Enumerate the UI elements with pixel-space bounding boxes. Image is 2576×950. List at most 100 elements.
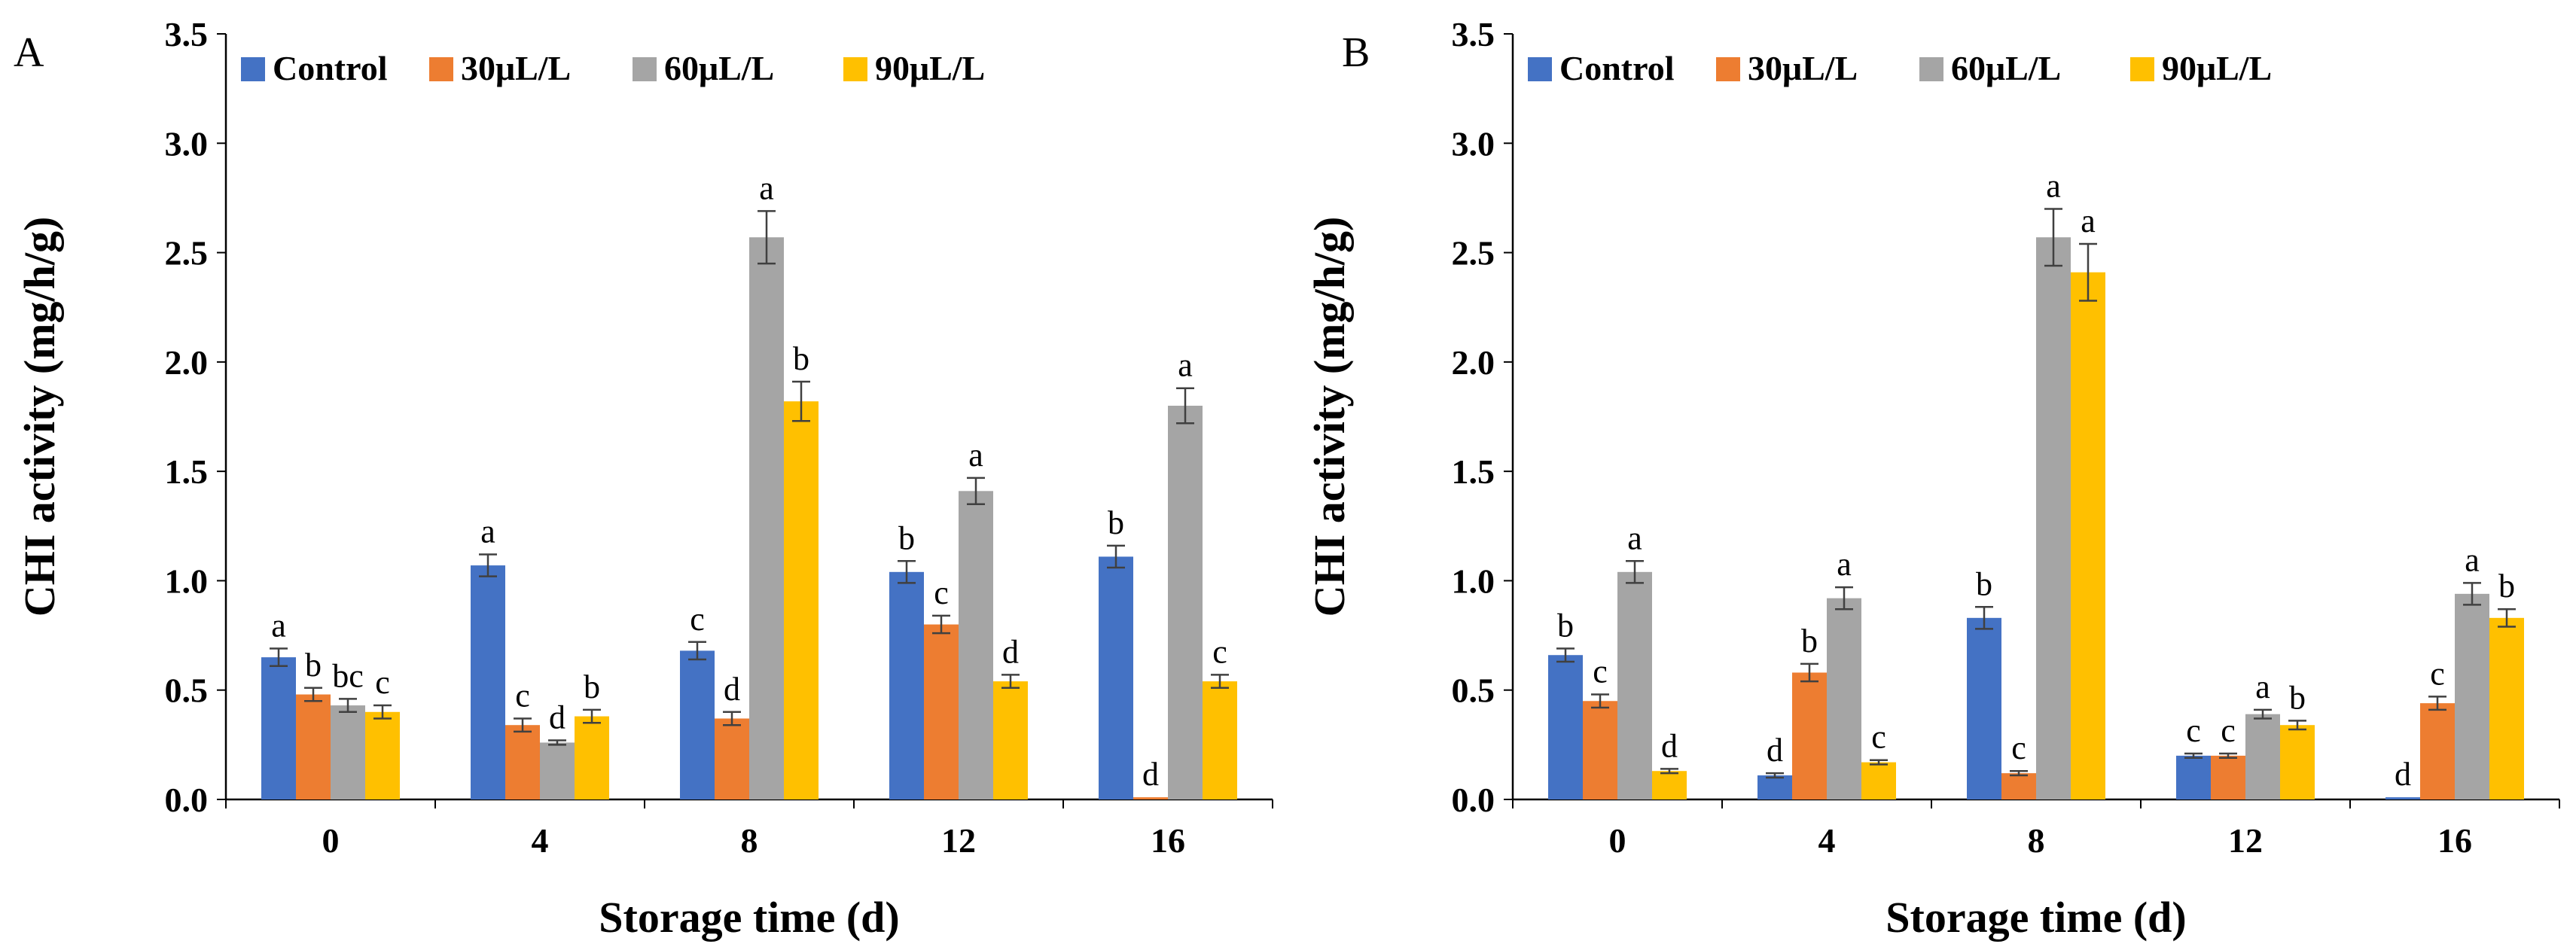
significance-label: c xyxy=(934,574,949,611)
significance-label: bc xyxy=(332,657,364,694)
significance-label: c xyxy=(2011,729,2026,766)
significance-label: b xyxy=(793,340,809,377)
legend-label: 60μL/L xyxy=(1951,49,2061,87)
legend-swatch xyxy=(241,57,265,81)
significance-label: a xyxy=(2046,167,2061,204)
significance-label: b xyxy=(1801,623,1818,659)
bar-60μL/L-0 xyxy=(1617,571,1652,799)
significance-label: a xyxy=(1178,347,1193,384)
x-tick-label: 0 xyxy=(1609,821,1626,860)
bar-Control-0 xyxy=(1548,655,1583,799)
x-axis-title: Storage time (d) xyxy=(599,893,899,942)
y-tick-label: 2.0 xyxy=(165,343,209,382)
significance-label: a xyxy=(2465,541,2480,578)
bar-90μL/L-0 xyxy=(365,711,400,799)
y-tick-label: 0.5 xyxy=(1452,671,1495,710)
bar-30μL/L-0 xyxy=(1583,701,1617,799)
y-tick-label: 3.0 xyxy=(165,124,209,163)
bar-30μL/L-0 xyxy=(296,694,331,799)
bar-60μL/L-16 xyxy=(2455,593,2489,799)
bar-90μL/L-16 xyxy=(2489,617,2524,799)
significance-label: d xyxy=(1002,633,1019,670)
significance-label: b xyxy=(2289,679,2306,716)
significance-label: b xyxy=(305,647,322,684)
panel-label: A xyxy=(14,29,44,76)
significance-label: d xyxy=(1661,727,1678,764)
x-tick-label: 0 xyxy=(322,821,340,860)
significance-label: a xyxy=(1837,546,1852,583)
y-tick-label: 1.0 xyxy=(165,562,209,600)
bar-90μL/L-8 xyxy=(2071,272,2105,799)
y-tick-label: 0.0 xyxy=(1452,781,1495,819)
legend-swatch xyxy=(2130,57,2154,81)
significance-label: c xyxy=(515,677,530,714)
bar-90μL/L-4 xyxy=(1861,762,1896,799)
bar-60μL/L-12 xyxy=(2245,714,2280,799)
bar-30μL/L-12 xyxy=(924,624,959,799)
significance-label: c xyxy=(690,601,705,638)
legend-label: 90μL/L xyxy=(875,49,985,87)
significance-label: b xyxy=(2498,568,2515,604)
x-tick-label: 16 xyxy=(2437,821,2472,860)
panel-label: B xyxy=(1342,29,1370,76)
y-axis-title: CHI activity (mg/h/g) xyxy=(15,217,64,617)
bar-60μL/L-8 xyxy=(749,237,784,799)
x-tick-label: 16 xyxy=(1151,821,1185,860)
y-axis-title: CHI activity (mg/h/g) xyxy=(1305,217,1354,617)
significance-label: c xyxy=(1871,719,1886,756)
y-tick-label: 0.0 xyxy=(165,781,209,819)
significance-label: b xyxy=(1557,607,1574,644)
y-tick-label: 2.5 xyxy=(1452,234,1495,273)
x-tick-label: 12 xyxy=(941,821,976,860)
bar-90μL/L-8 xyxy=(784,401,819,799)
significance-label: d xyxy=(2395,756,2411,793)
legend-swatch xyxy=(1528,57,1552,81)
bar-Control-4 xyxy=(471,565,505,799)
y-tick-label: 1.5 xyxy=(1452,452,1495,491)
legend-label: Control xyxy=(273,49,388,87)
significance-label: b xyxy=(1108,504,1124,541)
significance-label: d xyxy=(549,699,566,736)
significance-label: d xyxy=(1142,756,1159,793)
bar-60μL/L-8 xyxy=(2036,237,2071,799)
bar-Control-16 xyxy=(2385,797,2420,799)
bar-30μL/L-4 xyxy=(505,725,540,799)
y-tick-label: 1.0 xyxy=(1452,562,1495,600)
bar-90μL/L-4 xyxy=(575,716,609,799)
legend-label: 90μL/L xyxy=(2162,49,2272,87)
significance-label: c xyxy=(375,664,390,701)
bar-Control-8 xyxy=(1967,617,2001,799)
y-tick-label: 2.0 xyxy=(1452,343,1495,382)
significance-label: a xyxy=(968,437,983,473)
y-tick-label: 3.5 xyxy=(1452,15,1495,53)
legend-label: 30μL/L xyxy=(1748,49,1858,87)
y-tick-label: 2.5 xyxy=(165,234,209,273)
significance-label: a xyxy=(480,513,495,550)
legend-swatch xyxy=(1919,57,1943,81)
significance-label: a xyxy=(759,169,774,206)
legend-swatch xyxy=(429,57,453,81)
significance-label: a xyxy=(2255,668,2270,705)
bar-Control-8 xyxy=(680,650,715,799)
bar-Control-16 xyxy=(1099,556,1133,799)
legend-label: 60μL/L xyxy=(664,49,774,87)
significance-label: a xyxy=(1627,519,1642,556)
bar-60μL/L-0 xyxy=(331,705,365,799)
bar-Control-12 xyxy=(889,571,924,799)
significance-label: a xyxy=(2081,202,2096,239)
bar-Control-4 xyxy=(1757,775,1792,799)
bar-60μL/L-16 xyxy=(1168,405,1203,799)
significance-label: c xyxy=(2221,712,2236,749)
bar-60μL/L-12 xyxy=(959,491,993,799)
y-tick-label: 3.5 xyxy=(165,15,209,53)
bar-30μL/L-12 xyxy=(2211,755,2245,799)
x-tick-label: 8 xyxy=(2028,821,2045,860)
x-tick-label: 8 xyxy=(741,821,758,860)
significance-label: b xyxy=(1976,565,1992,602)
bar-Control-0 xyxy=(261,657,296,799)
bar-30μL/L-16 xyxy=(1133,797,1168,799)
bar-60μL/L-4 xyxy=(540,742,575,799)
bar-90μL/L-16 xyxy=(1203,681,1237,799)
